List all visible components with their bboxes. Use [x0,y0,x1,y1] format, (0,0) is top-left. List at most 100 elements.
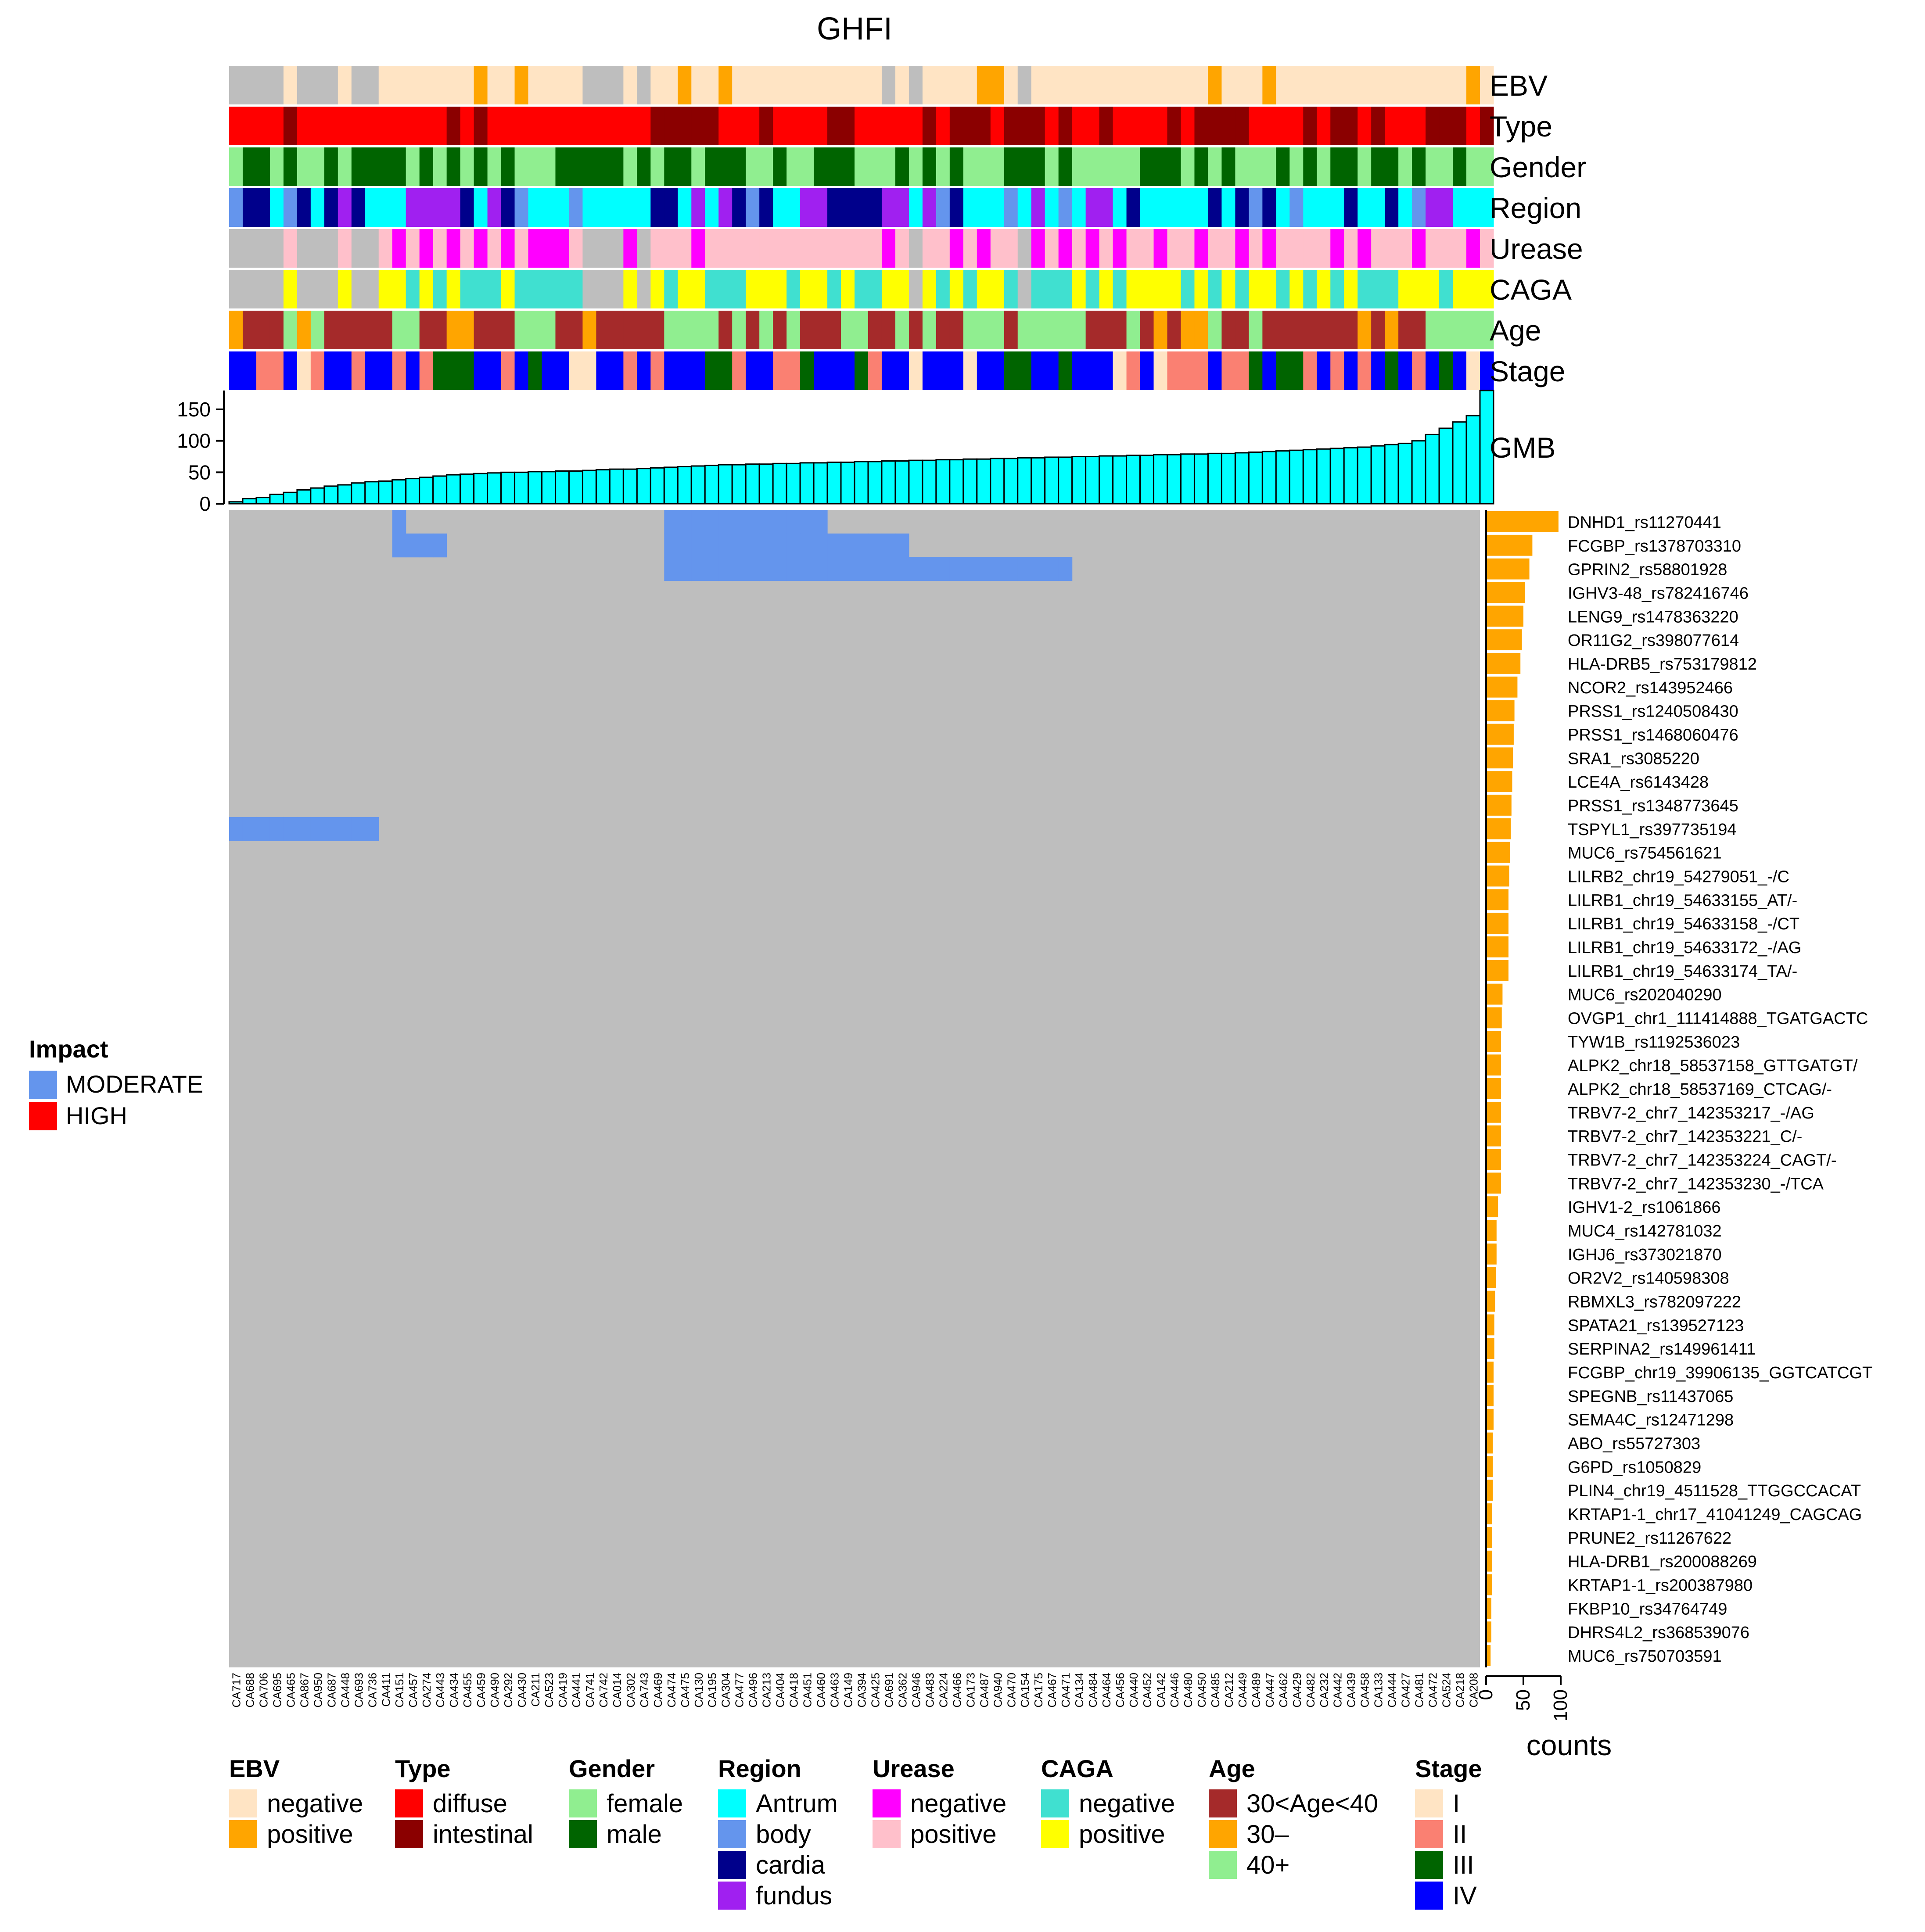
gmb-bar [1167,454,1182,505]
annotation-cell-stage [664,351,678,390]
gene-label: TYW1B_rs1192536023 [1568,1033,1740,1051]
annotation-cell-type [1276,107,1290,145]
annotation-cell-ebv [855,66,869,104]
legend-title-urease: Urease [873,1755,955,1782]
track-label-stage: Stage [1490,355,1565,387]
annotation-cell-type [1358,107,1372,145]
annotation-cell-caga [351,270,366,308]
annotation-cell-ebv [1276,66,1290,104]
annotation-cell-age [392,311,406,349]
annotation-cell-stage [1289,351,1304,390]
annotation-cell-type [487,107,502,145]
annotation-cell-stage [351,351,366,390]
count-bar [1486,1007,1502,1029]
annotation-cell-ebv [446,66,461,104]
annotation-cell-stage [1167,351,1182,390]
annotation-cell-age [787,311,801,349]
annotation-cell-type [841,107,855,145]
mutation-cell [705,533,719,558]
annotation-cell-region [1153,188,1168,227]
annotation-cell-type [433,107,447,145]
annotation-cell-region [1099,188,1113,227]
annotation-cell-ebv [922,66,937,104]
annotation-cell-urease [1085,229,1100,268]
annotation-cell-region [637,188,651,227]
annotation-cell-age [1262,311,1276,349]
mutation-cell [718,557,733,581]
annotation-cell-region [501,188,515,227]
mutation-cell [664,510,678,534]
gene-label: RBMXL3_rs782097222 [1568,1293,1741,1312]
annotation-cell-gender [881,147,896,186]
annotation-cell-age [1208,311,1222,349]
annotation-cell-region [1262,188,1276,227]
annotation-cell-age [746,311,760,349]
annotation-cell-urease [487,229,502,268]
annotation-cell-age [419,311,434,349]
annotation-cell-age [310,311,325,349]
annotation-cell-type [746,107,760,145]
sample-label: CA440 [1127,1673,1140,1708]
count-bar [1486,771,1512,792]
annotation-cell-gender [378,147,393,186]
legend-swatch [229,1789,257,1817]
gmb-bar [745,463,760,505]
count-bar [1486,818,1511,839]
gmb-bar [528,471,542,505]
sample-label: CA451 [801,1673,814,1708]
legend-swatch [569,1789,597,1817]
legend-swatch [873,1820,901,1848]
sample-label: CA463 [828,1673,841,1708]
sample-label: CA940 [991,1673,1004,1708]
gene-label: LILRB1_chr19_54633172_-/AG [1568,939,1801,957]
gmb-bar [242,498,257,505]
annotation-cell-stage [1317,351,1331,390]
annotation-cell-type [283,107,298,145]
annotation-cell-ebv [1140,66,1154,104]
legend-title-gender: Gender [569,1755,655,1782]
annotation-cell-type [1208,107,1222,145]
mutation-cell [841,557,855,581]
annotation-cell-ebv [881,66,896,104]
annotation-cell-gender [256,147,270,186]
legend-title-caga: CAGA [1041,1755,1113,1782]
annotation-cell-gender [691,147,705,186]
annotation-cell-stage [1017,351,1032,390]
annotation-cell-ebv [392,66,406,104]
annotation-cell-gender [1167,147,1182,186]
annotation-cell-stage [542,351,556,390]
annotation-cell-type [474,107,488,145]
annotation-cell-ebv [297,66,311,104]
annotation-cell-urease [351,229,366,268]
mutation-cell [1031,557,1045,581]
annotation-cell-ebv [338,66,352,104]
annotation-cell-stage [242,351,257,390]
annotation-cell-type [936,107,950,145]
annotation-cell-caga [664,270,678,308]
annotation-cell-stage [787,351,801,390]
gmb-bar [962,458,978,505]
gmb-bar [731,464,747,505]
annotation-cell-region [406,188,420,227]
annotation-cell-ebv [936,66,950,104]
gmb-bar [677,466,692,505]
mutation-cell [773,510,787,534]
count-bar [1486,582,1525,603]
annotation-cell-urease [419,229,434,268]
annotation-cell-ebv [718,66,733,104]
sample-label: CA465 [284,1673,297,1708]
legend-swatch [1415,1789,1443,1817]
annotation-cell-caga [1385,270,1399,308]
gmb-bar [269,494,284,505]
mutation-cell [963,557,977,581]
gmb-bar [704,465,719,505]
annotation-cell-age [855,311,869,349]
annotation-cell-gender [732,147,746,186]
annotation-cell-type [855,107,869,145]
annotation-cell-age [773,311,787,349]
annotation-cell-age [1235,311,1249,349]
mutation-cell [691,533,705,558]
impact-legend-label: HIGH [66,1102,127,1129]
annotation-cell-region [1412,188,1426,227]
legend-label: intestinal [433,1820,533,1849]
